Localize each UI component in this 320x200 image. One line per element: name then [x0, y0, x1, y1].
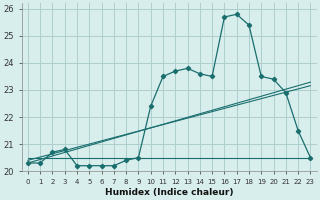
X-axis label: Humidex (Indice chaleur): Humidex (Indice chaleur) — [105, 188, 233, 197]
